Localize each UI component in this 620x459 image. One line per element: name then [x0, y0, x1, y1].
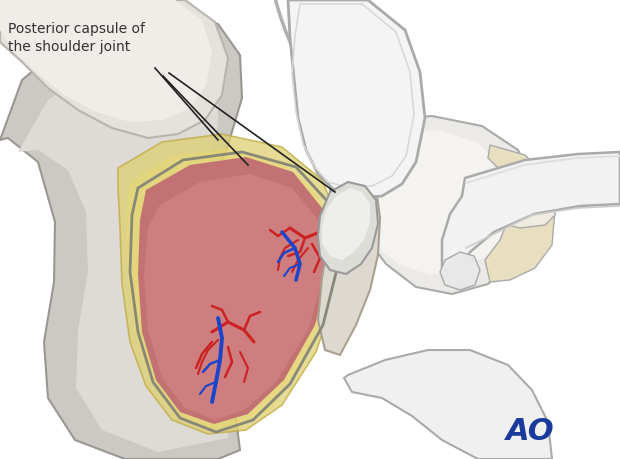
- Polygon shape: [126, 148, 334, 430]
- Polygon shape: [318, 182, 378, 274]
- Polygon shape: [442, 152, 620, 276]
- Polygon shape: [0, 0, 212, 122]
- Polygon shape: [118, 134, 342, 434]
- Polygon shape: [0, 12, 242, 459]
- Polygon shape: [440, 252, 480, 290]
- Polygon shape: [344, 130, 512, 275]
- Polygon shape: [332, 116, 536, 294]
- Polygon shape: [144, 174, 326, 420]
- Polygon shape: [322, 188, 370, 260]
- Polygon shape: [485, 145, 555, 282]
- Polygon shape: [18, 50, 228, 452]
- Text: Posterior capsule of
the shoulder joint: Posterior capsule of the shoulder joint: [8, 22, 145, 55]
- Text: AO: AO: [506, 418, 554, 447]
- Polygon shape: [288, 0, 425, 198]
- Polygon shape: [485, 172, 555, 228]
- Polygon shape: [0, 0, 228, 138]
- Polygon shape: [138, 157, 332, 424]
- Polygon shape: [344, 350, 552, 459]
- Polygon shape: [318, 148, 380, 355]
